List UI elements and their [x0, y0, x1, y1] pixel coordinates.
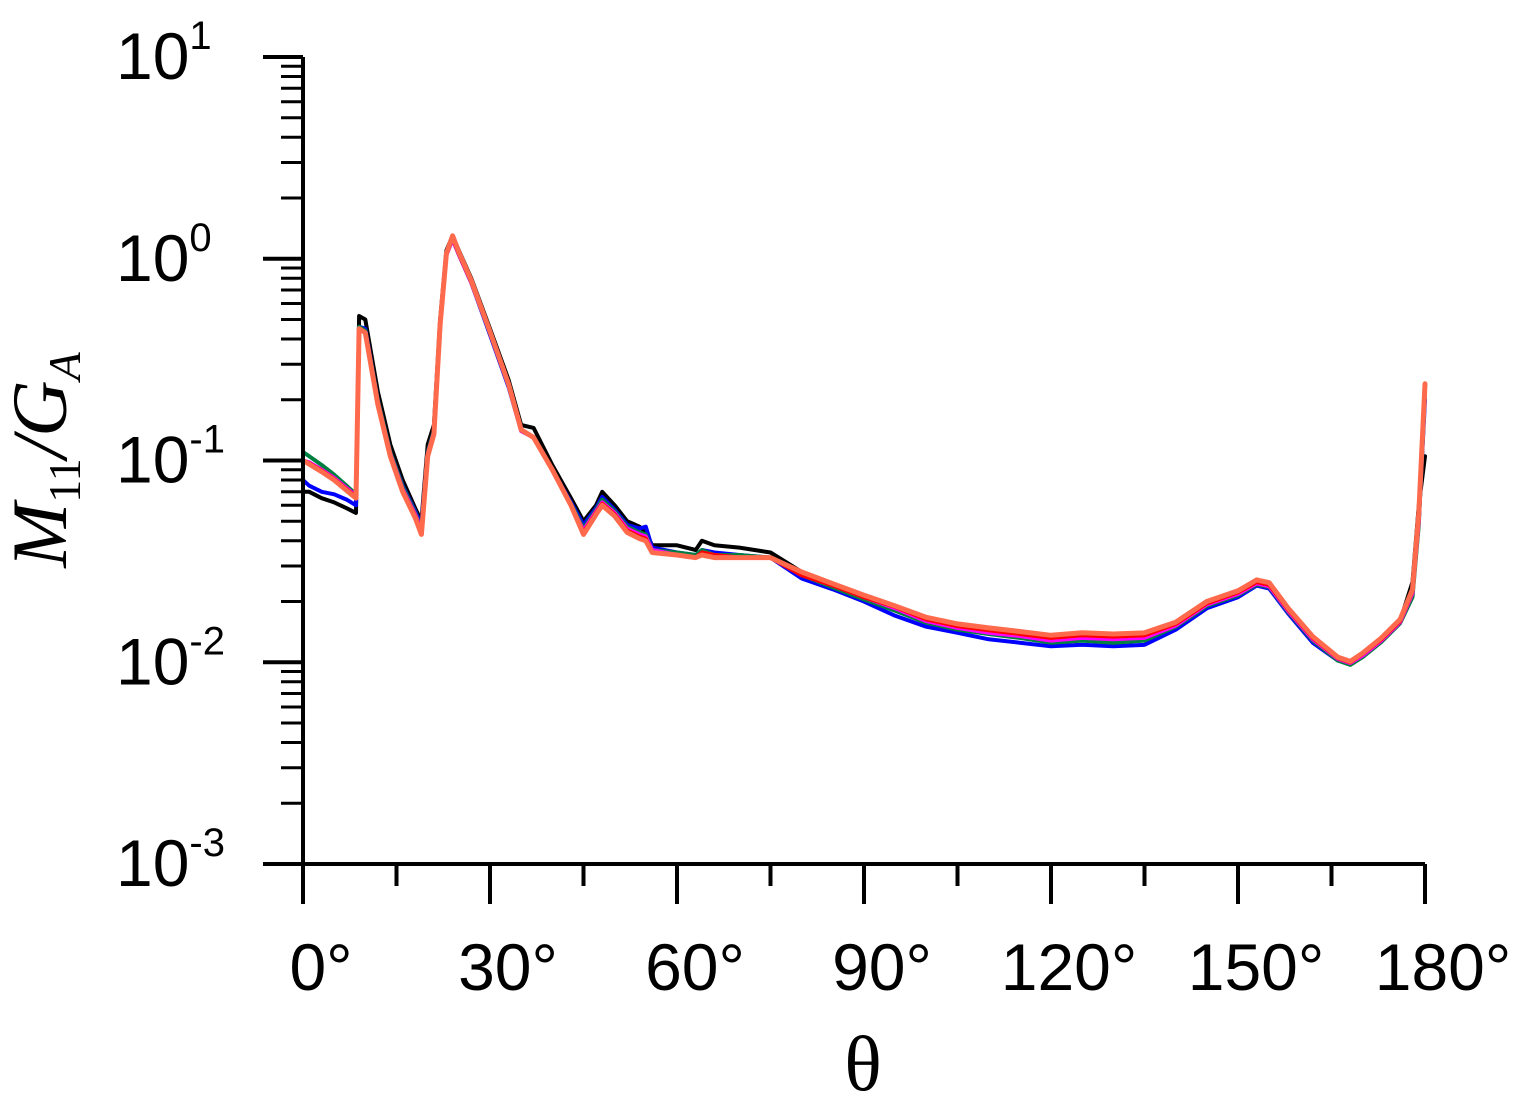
- x-tick-label: 180°: [1375, 930, 1512, 1004]
- y-axis-title: M11/GA: [0, 351, 90, 568]
- x-tick-label: 90°: [832, 930, 932, 1004]
- y-tick-label: 10-1: [116, 418, 225, 497]
- series-line-6: [300, 233, 1428, 664]
- series-line-3: [301, 237, 1427, 667]
- x-tick-label: 150°: [1188, 930, 1325, 1004]
- series-line-5: [301, 235, 1427, 665]
- x-tick-label: 30°: [458, 930, 558, 1004]
- y-axis: [263, 55, 305, 866]
- x-axis-title: θ: [844, 1020, 881, 1104]
- y-tick-label: 101: [116, 14, 212, 93]
- series-lines: [300, 233, 1428, 667]
- x-tick-label: 120°: [1001, 930, 1138, 1004]
- x-tick-label: 60°: [645, 930, 745, 1004]
- y-tick-labels: 10-3 10-2 10-1 100 101: [116, 14, 225, 900]
- y-axis-title-main: M: [0, 499, 83, 569]
- x-axis: [301, 862, 1427, 904]
- x-tick-labels: 0° 30° 60° 90° 120° 150° 180°: [289, 930, 1511, 1004]
- y-axis-title-sub1: 11: [39, 458, 90, 502]
- y-tick-label: 100: [116, 216, 212, 295]
- y-axis-title-sep: /G: [0, 380, 83, 462]
- x-tick-label: 0°: [289, 930, 352, 1004]
- y-tick-label: 10-2: [116, 619, 225, 698]
- y-axis-title-sub2: A: [39, 351, 90, 383]
- y-tick-label: 10-3: [116, 821, 225, 900]
